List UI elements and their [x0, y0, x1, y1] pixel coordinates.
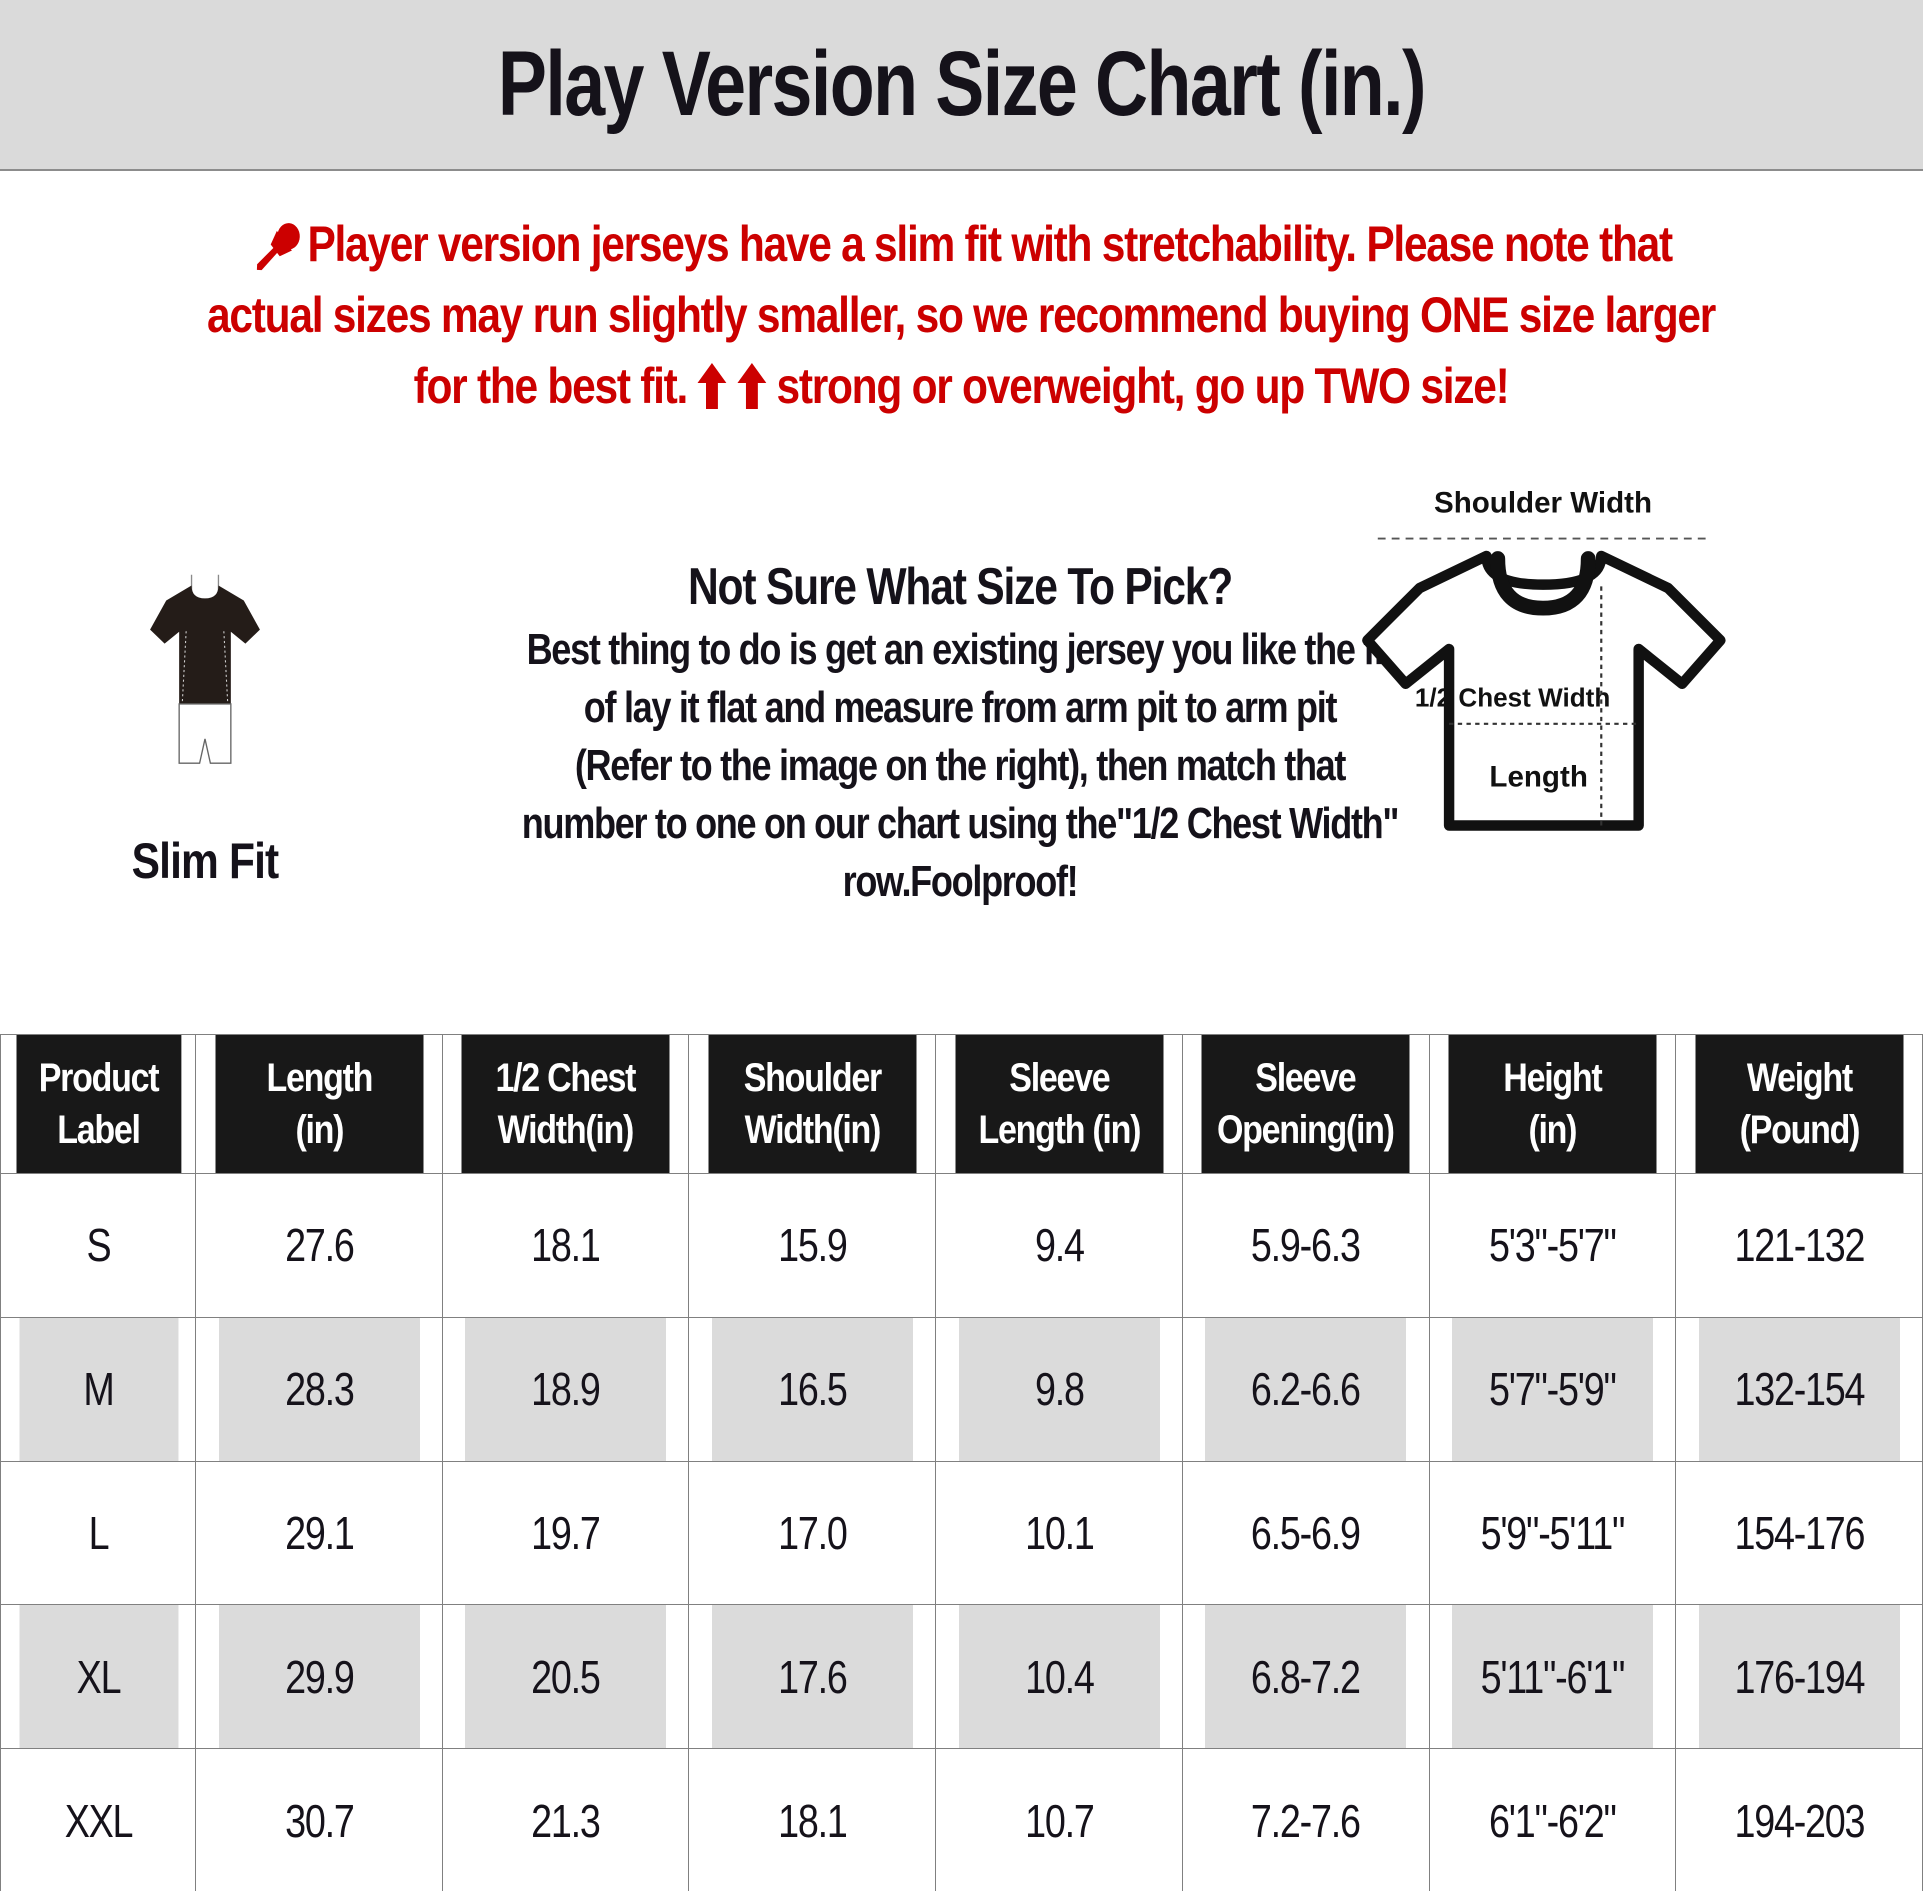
svg-text:1/2 Chest Width: 1/2 Chest Width: [1415, 682, 1610, 712]
svg-text:Shoulder Width: Shoulder Width: [1434, 486, 1652, 519]
svg-text:Length: Length: [1489, 760, 1587, 793]
